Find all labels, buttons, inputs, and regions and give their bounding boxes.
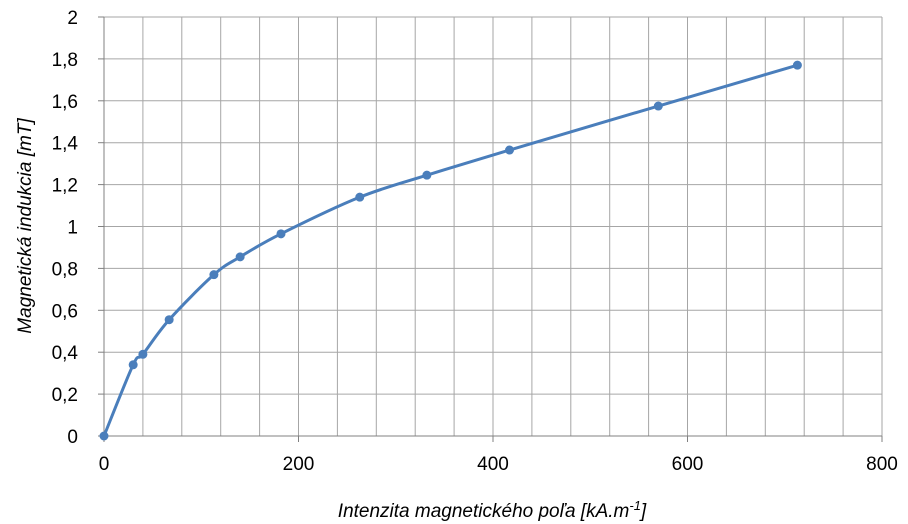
y-tick-label: 1 bbox=[67, 218, 78, 239]
x-axis-title-superscript: -1 bbox=[629, 498, 641, 513]
x-tick-label: 600 bbox=[672, 454, 704, 475]
y-tick-label: 1,4 bbox=[52, 134, 79, 155]
y-tick-label: 1,2 bbox=[52, 176, 78, 197]
y-tick-labels: 0 0,2 0,4 0,6 0,8 1 1,2 1,4 1,6 1,8 2 bbox=[52, 8, 79, 448]
data-point bbox=[235, 252, 245, 262]
grid-lines bbox=[104, 16, 883, 436]
data-point bbox=[99, 431, 109, 441]
x-tick-label: 0 bbox=[99, 454, 110, 475]
x-tick-labels: 0 200 400 600 800 bbox=[99, 454, 898, 475]
data-point bbox=[209, 270, 219, 280]
series-line bbox=[102, 63, 798, 437]
x-axis-title: Intenzita magnetického poľa [kA.m-1] bbox=[338, 498, 647, 522]
data-point bbox=[653, 101, 663, 111]
y-tick-label: 0,6 bbox=[52, 301, 78, 322]
y-axis-title: Magnetická indukcia [mT] bbox=[15, 118, 36, 334]
data-point bbox=[505, 145, 515, 155]
series bbox=[99, 60, 802, 441]
data-point bbox=[276, 229, 286, 239]
data-point bbox=[355, 192, 365, 202]
axes bbox=[98, 16, 883, 442]
x-tick-label: 200 bbox=[283, 454, 315, 475]
y-tick-label: 0 bbox=[67, 427, 78, 448]
data-point bbox=[422, 170, 432, 180]
data-point bbox=[128, 360, 138, 370]
y-tick-label: 2 bbox=[67, 8, 78, 29]
y-tick-label: 0,2 bbox=[52, 385, 78, 406]
y-tick-label: 1,6 bbox=[52, 92, 78, 113]
y-tick-label: 0,8 bbox=[52, 259, 78, 280]
x-axis-title-end: ] bbox=[639, 501, 647, 522]
y-tick-label: 0,4 bbox=[52, 343, 79, 364]
x-tick-label: 800 bbox=[866, 454, 898, 475]
data-point bbox=[164, 315, 174, 325]
x-tick-label: 400 bbox=[477, 454, 509, 475]
data-point bbox=[792, 60, 802, 70]
data-point bbox=[138, 349, 148, 359]
y-tick-label: 1,8 bbox=[52, 50, 78, 71]
